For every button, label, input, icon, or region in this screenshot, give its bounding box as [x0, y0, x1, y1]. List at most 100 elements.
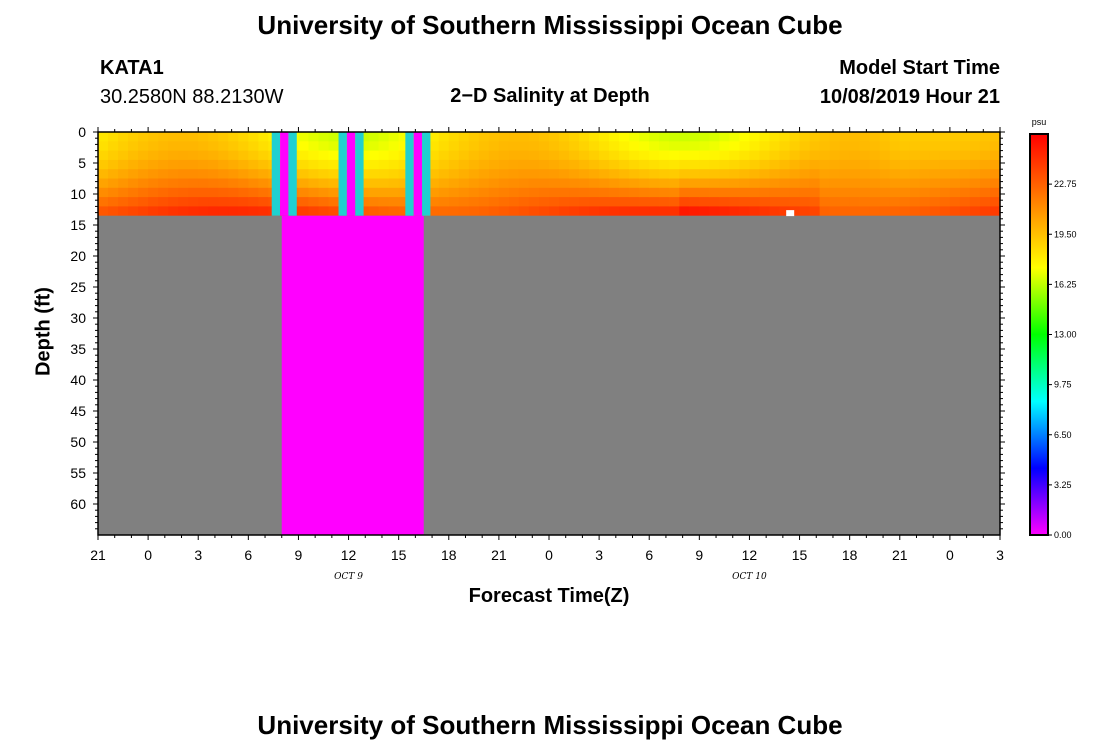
heatmap-cell [659, 132, 670, 142]
y-tick-label: 30 [70, 310, 86, 326]
heatmap-cell [188, 132, 199, 142]
heatmap-cell [649, 169, 660, 180]
heatmap-cell [719, 187, 730, 198]
heatmap-cell [328, 206, 340, 217]
heatmap-cell [639, 206, 650, 217]
heatmap-cell [158, 178, 169, 189]
heatmap-cell [949, 159, 961, 170]
heatmap-cell [909, 132, 921, 142]
heatmap-cell [258, 150, 269, 161]
missing-data-stripe [288, 132, 297, 216]
heatmap-cell [679, 141, 690, 152]
heatmap-cell [639, 150, 650, 161]
heatmap-cell [809, 197, 821, 207]
heatmap-cell [398, 206, 410, 217]
heatmap-cell [559, 178, 570, 189]
heatmap-cell [949, 132, 961, 142]
heatmap-cell [939, 132, 951, 142]
heatmap-cell [589, 132, 600, 142]
heatmap-cell [238, 187, 249, 198]
heatmap-cell [669, 187, 680, 198]
heatmap-cell [398, 178, 410, 189]
heatmap-cell [919, 197, 931, 207]
x-tick-label: 6 [645, 547, 653, 563]
heatmap-cell [98, 206, 109, 217]
heatmap-cell [549, 132, 560, 142]
heatmap-cell [98, 141, 109, 152]
heatmap-cell [619, 159, 630, 170]
heatmap-cell [508, 150, 520, 161]
heatmap-cell [799, 197, 811, 207]
heatmap-cell [629, 206, 640, 217]
heatmap-cell [298, 150, 310, 161]
heatmap-cell [669, 159, 680, 170]
heatmap-cell [248, 169, 259, 180]
heatmap-cell [358, 159, 370, 170]
heatmap-cell [208, 132, 219, 142]
heatmap-cell [669, 169, 680, 180]
heatmap-cell [609, 141, 620, 152]
heatmap-cell [709, 197, 720, 207]
heatmap-cell [98, 197, 109, 207]
heatmap-cell [188, 206, 199, 217]
heatmap-cell [258, 169, 269, 180]
heatmap-cell [799, 159, 811, 170]
heatmap-cell [919, 150, 931, 161]
heatmap-cell [799, 187, 811, 198]
heatmap-cell [368, 132, 380, 142]
heatmap-cell [438, 141, 450, 152]
y-tick-label: 55 [70, 465, 86, 481]
heatmap-cell [819, 206, 831, 217]
heatmap-cell [118, 169, 129, 180]
heatmap-cell [789, 178, 801, 189]
heatmap-cell [869, 141, 881, 152]
heatmap-cell [759, 206, 771, 217]
heatmap-cell [969, 197, 981, 207]
heatmap-cell [549, 178, 560, 189]
heatmap-cell [478, 150, 490, 161]
heatmap-cell [549, 141, 560, 152]
heatmap-cell [619, 132, 630, 142]
heatmap-cell [218, 187, 229, 198]
heatmap-cell [639, 132, 650, 142]
heatmap-cell [749, 169, 761, 180]
heatmap-cell [148, 141, 159, 152]
heatmap-cell [759, 150, 771, 161]
heatmap-cell [869, 132, 881, 142]
heatmap-cell [318, 197, 330, 207]
heatmap-cell [218, 159, 229, 170]
heatmap-cell [458, 197, 470, 207]
heatmap-cell [378, 178, 390, 189]
heatmap-cell [488, 206, 500, 217]
heatmap-cell [979, 178, 991, 189]
heatmap-cell [969, 169, 981, 180]
heatmap-cell [438, 132, 450, 142]
heatmap-cell [538, 178, 550, 189]
heatmap-cell [899, 169, 911, 180]
heatmap-cell [228, 206, 239, 217]
heatmap-cell [508, 178, 520, 189]
heatmap-cell [879, 150, 891, 161]
heatmap-cell [859, 159, 871, 170]
heatmap-cell [629, 197, 640, 207]
heatmap-cell [689, 169, 700, 180]
missing-data-stripe [346, 132, 356, 216]
heatmap-cell [579, 169, 590, 180]
colorbar-tick-label: 0.00 [1054, 530, 1072, 540]
heatmap-cell [388, 150, 400, 161]
heatmap-cell [148, 178, 159, 189]
heatmap-cell [579, 206, 590, 217]
heatmap-cell [799, 132, 811, 142]
heatmap-cell [298, 187, 310, 198]
heatmap-cell [879, 141, 891, 152]
y-tick-label: 10 [70, 186, 86, 202]
heatmap-cell [549, 159, 560, 170]
y-tick-label: 5 [78, 155, 86, 171]
heatmap-cell [819, 197, 831, 207]
heatmap-cell [629, 150, 640, 161]
heatmap-cell [869, 197, 881, 207]
heatmap-cell [198, 206, 209, 217]
heatmap-cell [569, 197, 580, 207]
heatmap-cell [168, 169, 179, 180]
heatmap-cell [258, 159, 269, 170]
